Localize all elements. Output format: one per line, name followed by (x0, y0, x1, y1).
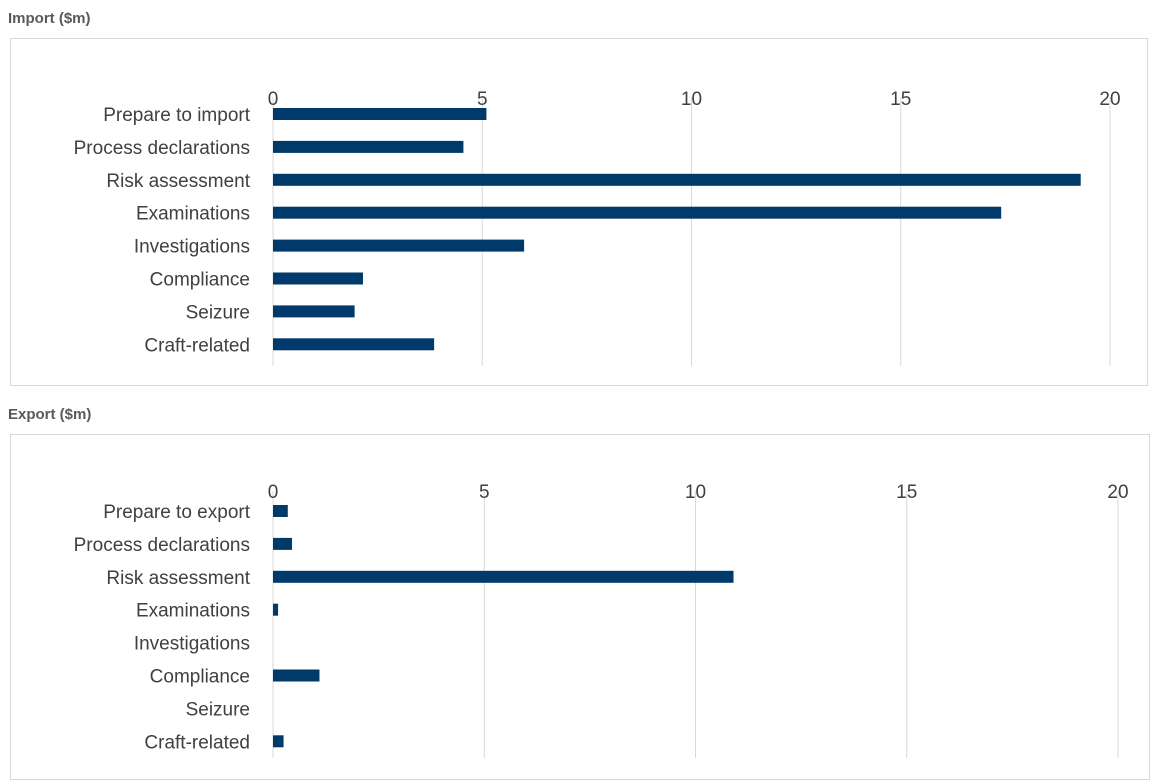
import-x-tick-label: 0 (268, 89, 279, 110)
export-chart-title: Export ($m) (8, 406, 92, 423)
import-bar (273, 206, 1002, 219)
import-category-label: Prepare to import (103, 105, 251, 126)
export-category-label: Process declarations (74, 535, 250, 556)
import-x-tick-label: 10 (681, 89, 702, 110)
import-bar (273, 272, 363, 285)
import-bar-chart: 0 5 10 15 20 Prepare to import Process declara… (74, 89, 1121, 366)
export-category-label: Compliance (150, 667, 250, 688)
export-bar (273, 603, 279, 616)
import-x-tick-label: 15 (890, 89, 911, 110)
export-bar-chart: 0 5 10 15 20 Prepare to export Process declara… (74, 482, 1129, 758)
export-category-label: Craft-related (144, 732, 250, 753)
import-bar (273, 173, 1081, 186)
import-category-label: Investigations (134, 237, 250, 258)
export-x-tick-label: 20 (1107, 482, 1128, 503)
export-x-tick-label: 10 (685, 482, 706, 503)
import-bar (273, 239, 525, 252)
export-bar (273, 537, 293, 550)
import-x-tick-label: 20 (1099, 89, 1120, 110)
import-bar (273, 140, 464, 153)
import-chart-title: Import ($m) (8, 10, 91, 27)
import-bar (273, 338, 435, 351)
export-x-tick-label: 5 (479, 482, 490, 503)
export-bar (273, 505, 288, 517)
export-category-label: Seizure (186, 699, 250, 720)
export-category-label: Examinations (136, 601, 250, 622)
export-category-label: Prepare to export (103, 502, 251, 523)
export-bar (273, 570, 734, 583)
import-bar (273, 108, 487, 120)
export-bar (273, 735, 284, 748)
export-chart-frame: 0 5 10 15 20 Prepare to export Process declara… (10, 434, 1150, 780)
export-x-tick-label: 0 (268, 482, 279, 503)
import-category-label: Compliance (150, 270, 250, 291)
import-category-label: Risk assessment (106, 171, 250, 192)
export-x-tick-label: 15 (896, 482, 917, 503)
import-category-label: Process declarations (74, 138, 250, 159)
import-category-label: Craft-related (144, 335, 250, 356)
export-category-label: Risk assessment (106, 568, 250, 589)
import-category-label: Examinations (136, 204, 250, 225)
import-x-tick-label: 5 (477, 89, 488, 110)
export-bar (273, 669, 320, 682)
export-category-label: Investigations (134, 634, 250, 655)
import-chart-frame: 0 5 10 15 20 Prepare to import Process declara… (10, 38, 1148, 386)
import-bar (273, 305, 355, 318)
import-category-label: Seizure (186, 302, 250, 323)
